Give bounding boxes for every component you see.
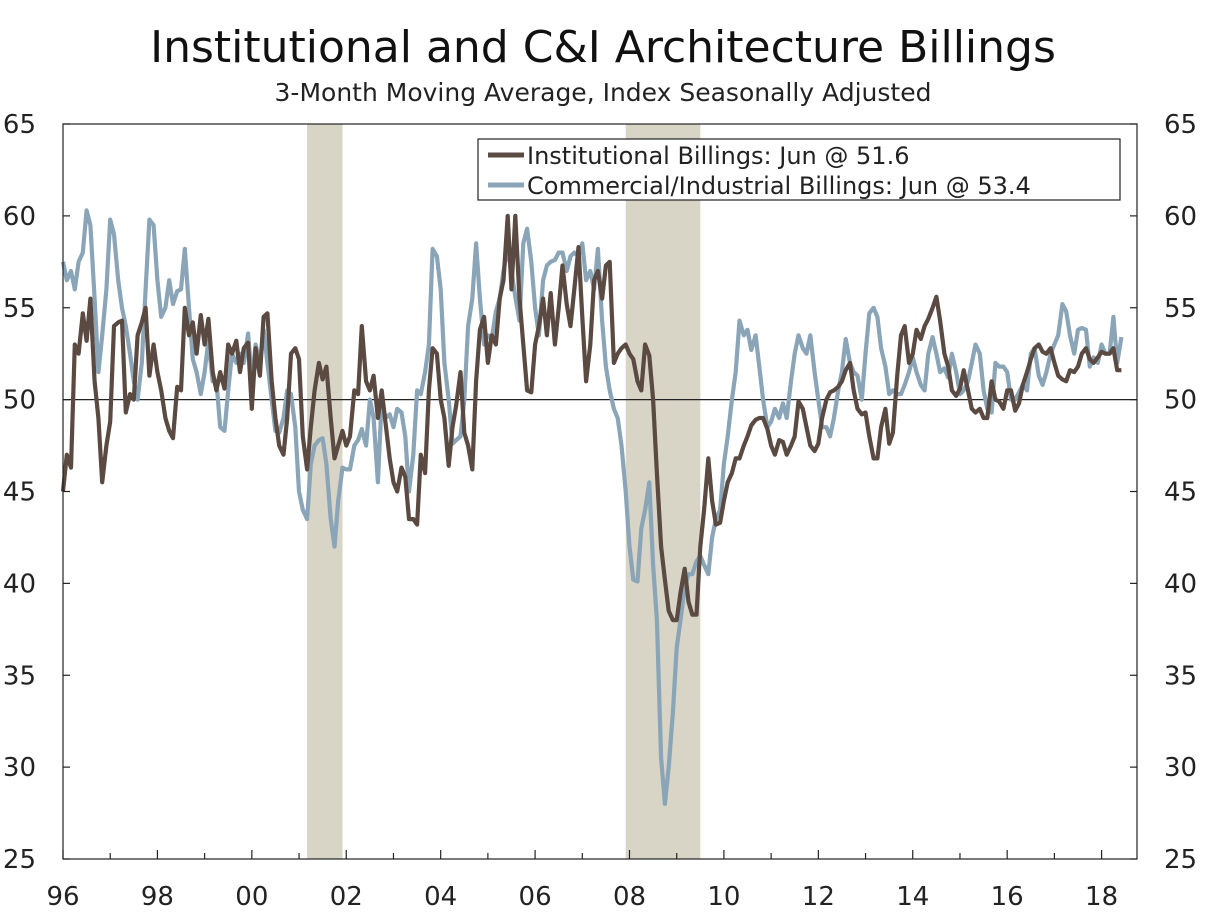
legend-box	[477, 138, 1121, 201]
y-tick-label-left: 45	[3, 478, 36, 508]
x-tick-label: 16	[991, 882, 1024, 912]
chart-subtitle: 3-Month Moving Average, Index Seasonally…	[274, 78, 932, 107]
y-tick-label-right: 50	[1164, 386, 1197, 416]
recession-band-0	[307, 124, 343, 859]
series-line-0	[60, 213, 1122, 623]
x-tick-label: 02	[330, 882, 363, 912]
x-tick-label: 12	[802, 882, 835, 912]
series-lines	[60, 208, 1124, 806]
y-tick-label-right: 35	[1164, 661, 1197, 691]
y-tick-label-right: 60	[1164, 202, 1197, 232]
y-tick-label-right: 55	[1164, 294, 1197, 324]
recession-shading	[307, 124, 701, 859]
y-tick-label-left: 55	[3, 294, 36, 324]
y-tick-label-right: 45	[1164, 478, 1197, 508]
x-tick-label: 00	[235, 882, 268, 912]
legend-label-commercial-industrial: Commercial/Industrial Billings: Jun @ 53…	[527, 172, 1031, 200]
y-tick-label-left: 65	[3, 110, 36, 140]
x-tick-label: 04	[424, 882, 457, 912]
legend-label-institutional: Institutional Billings: Jun @ 51.6	[527, 142, 909, 170]
x-tick-label: 14	[896, 882, 929, 912]
y-tick-label-left: 50	[3, 386, 36, 416]
x-tick-label: 08	[613, 882, 646, 912]
y-tick-label-right: 40	[1164, 569, 1197, 599]
y-tick-label-right: 65	[1164, 110, 1197, 140]
plot-frame	[62, 123, 1138, 860]
y-tick-label-right: 25	[1164, 845, 1197, 875]
y-tick-label-right: 30	[1164, 753, 1197, 783]
y-tick-label-left: 40	[3, 569, 36, 599]
x-tick-label: 96	[46, 882, 79, 912]
chart-title: Institutional and C&I Architecture Billi…	[150, 22, 1056, 73]
y-tick-label-left: 60	[3, 202, 36, 232]
x-tick-label: 06	[519, 882, 552, 912]
y-axis-ticks: 25 25 30 30 35 35 40 40 45 45 50 50 55 55 60 60 65 65	[3, 110, 1197, 875]
x-tick-label: 18	[1085, 882, 1118, 912]
y-tick-label-left: 35	[3, 661, 36, 691]
x-tick-label: 98	[141, 882, 174, 912]
x-tick-label: 10	[707, 882, 740, 912]
y-tick-label-left: 25	[3, 845, 36, 875]
legend: Institutional Billings: Jun @ 51.6 Comme…	[477, 138, 1121, 201]
x-axis-ticks: 96 98 00 02 04 06 08 10 12 14 16 18	[46, 850, 1118, 912]
recession-band-1	[625, 124, 701, 859]
y-tick-label-left: 30	[3, 753, 36, 783]
